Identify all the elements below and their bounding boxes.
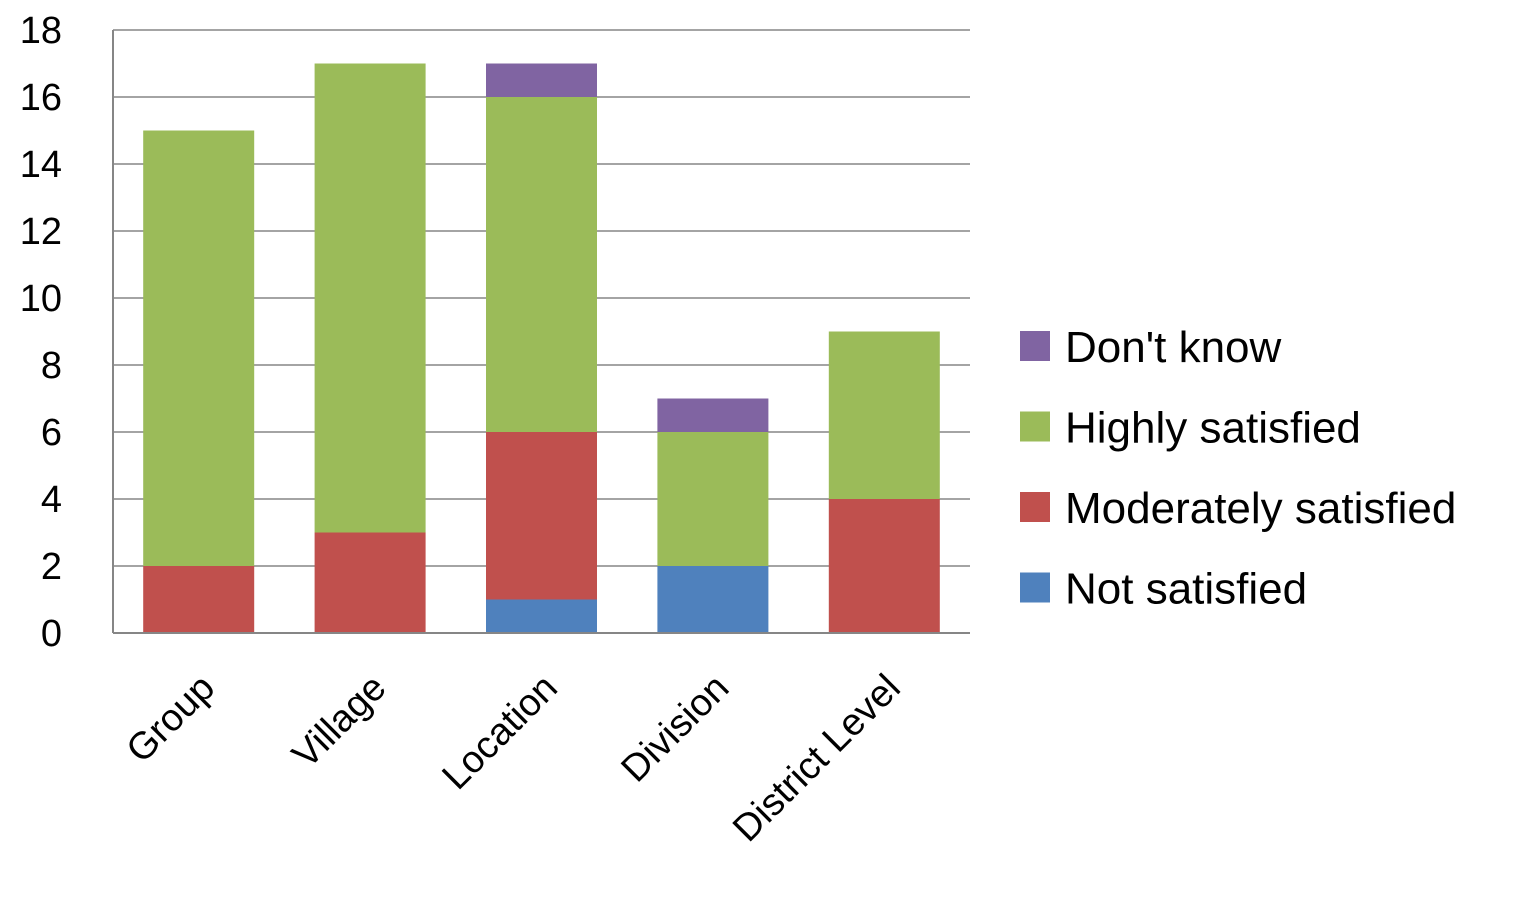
y-axis-ticks: 0 2 4 6 8 10 12 14 16 18 bbox=[20, 10, 62, 655]
bar-segment-don-t-know-location bbox=[486, 63, 597, 97]
x-tick-label: Division bbox=[613, 667, 737, 791]
legend-swatch bbox=[1020, 492, 1050, 522]
legend-label: Not satisfied bbox=[1065, 565, 1307, 614]
legend-label: Moderately satisfied bbox=[1065, 484, 1456, 533]
legend-swatch bbox=[1020, 331, 1050, 361]
legend-swatch bbox=[1020, 572, 1050, 603]
y-tick-label: 12 bbox=[20, 211, 62, 253]
bar-segment-highly-satisfied-location bbox=[486, 97, 597, 432]
bar-segment-moderately-satisfied-location bbox=[486, 432, 597, 600]
bar-segment-not-satisfied-division bbox=[657, 566, 769, 633]
y-tick-label: 2 bbox=[41, 546, 62, 588]
bar-segment-highly-satisfied-village bbox=[314, 63, 426, 533]
legend-label: Highly satisfied bbox=[1065, 404, 1361, 453]
y-tick-label: 4 bbox=[41, 479, 62, 521]
x-tick-label: Location bbox=[435, 667, 566, 798]
bar-segment-highly-satisfied-district-level bbox=[828, 331, 940, 499]
bar-segment-don-t-know-division bbox=[657, 398, 769, 432]
y-tick-label: 16 bbox=[20, 77, 62, 119]
x-tick-label: District Level bbox=[725, 667, 908, 850]
bar-segment-highly-satisfied-group bbox=[143, 130, 255, 566]
y-tick-label: 10 bbox=[20, 278, 62, 320]
y-tick-label: 18 bbox=[20, 10, 62, 52]
y-tick-label: 0 bbox=[41, 613, 62, 655]
bar-segment-moderately-satisfied-group bbox=[143, 566, 255, 633]
legend-label: Don't know bbox=[1065, 323, 1282, 372]
bar-segment-moderately-satisfied-district-level bbox=[828, 499, 940, 633]
legend: Don't know Highly satisfied Moderately sat… bbox=[1020, 323, 1456, 614]
y-tick-label: 8 bbox=[41, 345, 62, 387]
bar-segment-highly-satisfied-division bbox=[657, 432, 769, 566]
bar-segment-moderately-satisfied-village bbox=[314, 532, 426, 633]
x-tick-label: Village bbox=[285, 667, 395, 777]
legend-swatch bbox=[1020, 411, 1050, 442]
bars bbox=[143, 63, 940, 633]
bar-segment-not-satisfied-location bbox=[486, 599, 597, 633]
x-tick-label: Group bbox=[119, 667, 223, 771]
y-tick-label: 14 bbox=[20, 144, 62, 186]
y-tick-label: 6 bbox=[41, 412, 62, 454]
